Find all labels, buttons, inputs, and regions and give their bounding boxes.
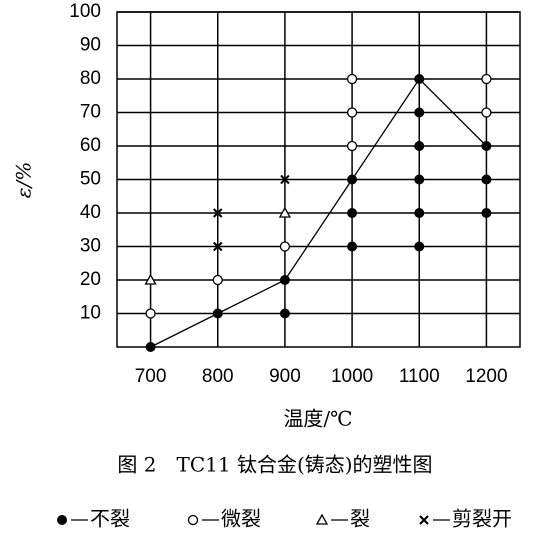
y-axis-label: ε/% [12, 162, 36, 198]
point [280, 174, 290, 185]
point [414, 241, 425, 252]
x-axis-label: 温度/℃ [283, 407, 352, 431]
point [278, 206, 292, 218]
point [346, 140, 358, 152]
y-tick-label: 80 [80, 68, 101, 89]
point [347, 241, 358, 252]
legend-label: 裂 [350, 507, 370, 531]
point [144, 273, 157, 285]
legend-marker [419, 515, 429, 525]
point [481, 73, 492, 85]
x-tick-label: 700 [135, 366, 167, 387]
point [279, 308, 290, 319]
boundary-line [150, 77, 487, 348]
y-tick-label: 10 [80, 303, 101, 324]
legend-label: 微裂 [221, 507, 261, 531]
y-tick-label: 100 [69, 1, 101, 22]
point [347, 174, 358, 185]
point [212, 274, 223, 286]
x-tick-label: 1000 [331, 366, 373, 387]
y-tick-label: 60 [80, 135, 101, 156]
point [414, 174, 425, 185]
point [346, 107, 358, 118]
y-tick-label: 40 [80, 202, 101, 223]
chart-title: 图 2 TC11 钛合金(铸态)的塑性图 [117, 453, 432, 477]
y-tick-label: 50 [80, 169, 101, 190]
point [414, 141, 425, 151]
point [414, 107, 425, 118]
legend-label: 剪裂开 [452, 507, 512, 531]
y-tick-label: 90 [80, 35, 101, 56]
x-tick-label: 1100 [399, 366, 440, 387]
x-tick-label: 900 [269, 366, 301, 387]
point [481, 107, 492, 118]
point [481, 208, 492, 218]
point [347, 208, 358, 218]
point [279, 275, 290, 285]
point [481, 174, 492, 185]
y-tick-label: 30 [80, 236, 101, 257]
legend-marker [187, 514, 199, 526]
x-tick-label: 1200 [465, 366, 507, 387]
y-tick-label: 20 [80, 269, 101, 290]
legend-marker [57, 515, 67, 525]
point [145, 308, 156, 319]
legend-marker [315, 513, 329, 525]
y-tick-label: 70 [80, 102, 101, 123]
point [213, 241, 223, 252]
point [346, 73, 358, 85]
point [481, 141, 492, 151]
legend-label: 不裂 [90, 507, 130, 531]
point [279, 241, 291, 252]
point [414, 74, 425, 84]
point [212, 308, 223, 319]
point [213, 208, 223, 218]
x-tick-label: 800 [202, 366, 234, 387]
point [414, 208, 425, 218]
point [145, 342, 156, 352]
